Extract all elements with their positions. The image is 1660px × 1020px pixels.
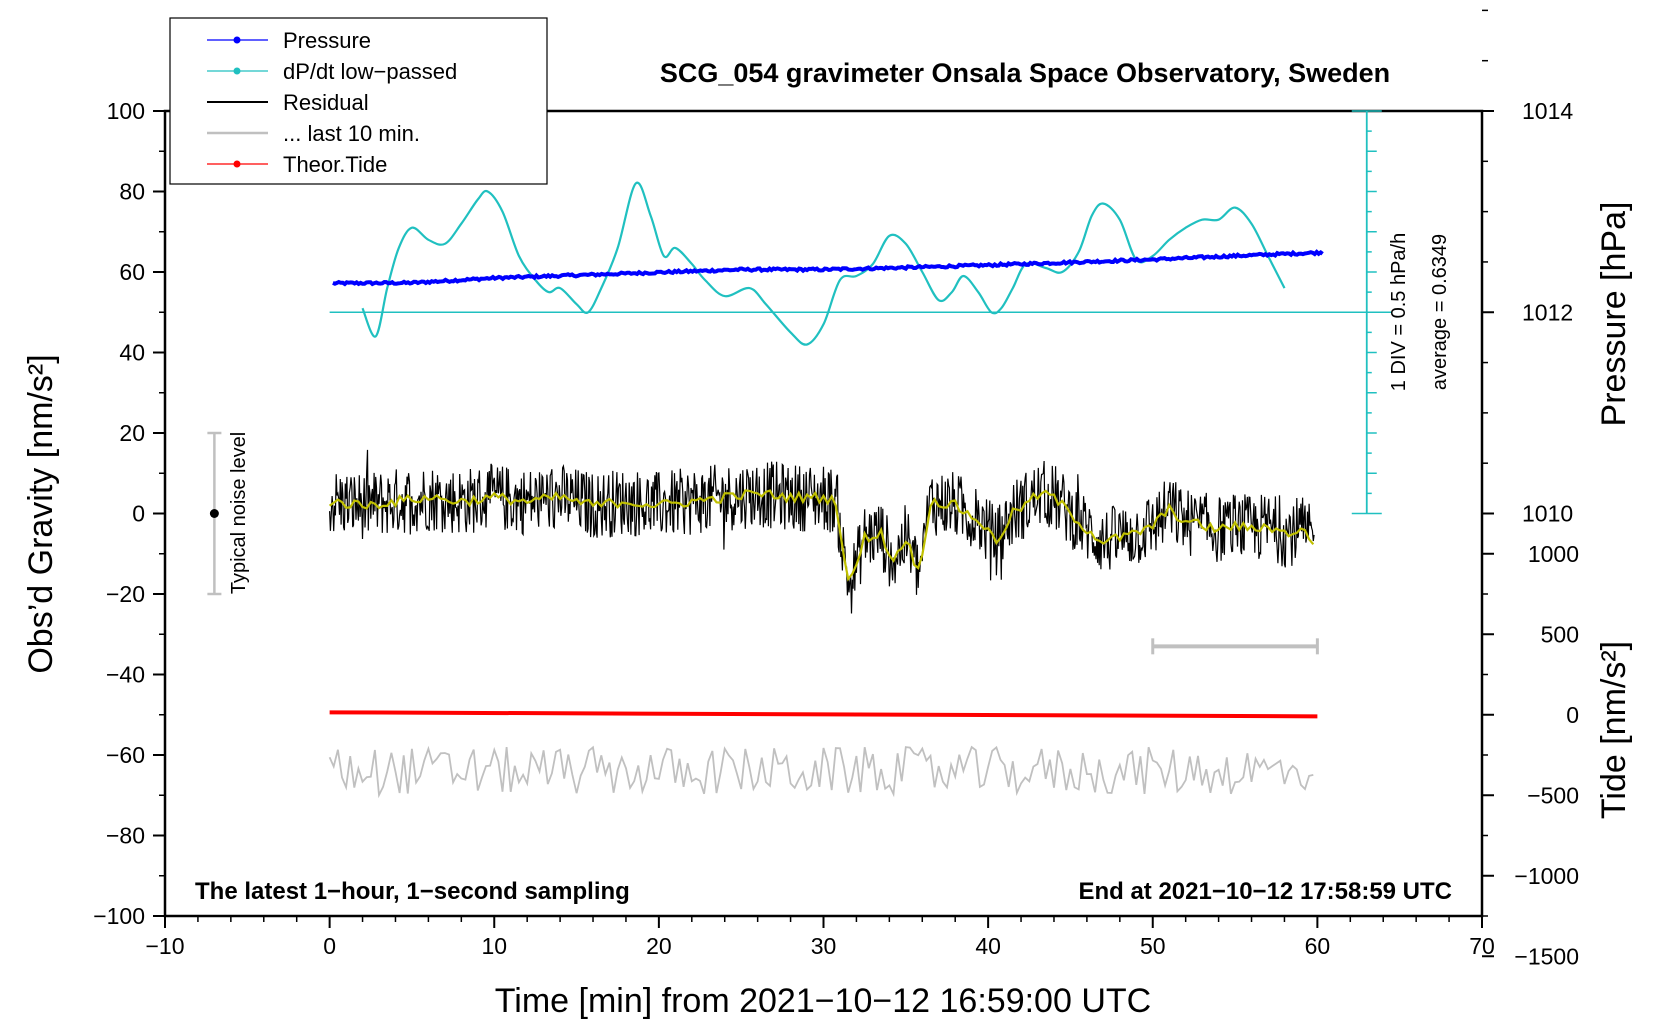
x-tick-label: 10 bbox=[481, 933, 507, 959]
div-label: 1 DIV = 0.5 hPa/h bbox=[1388, 233, 1410, 391]
y-tick-label: 60 bbox=[119, 259, 145, 285]
chart-title: SCG_054 gravimeter Onsala Space Observat… bbox=[660, 58, 1390, 88]
legend-item-pressure: Pressure bbox=[207, 28, 371, 53]
pressure-tick-label: 1014 bbox=[1522, 98, 1573, 124]
series-residual bbox=[329, 449, 1315, 614]
legend-label-tide: Theor.Tide bbox=[283, 152, 387, 177]
legend-dpdt-marker bbox=[233, 67, 241, 75]
data-series bbox=[328, 181, 1392, 799]
y-tick-label: 0 bbox=[132, 501, 145, 527]
legend-item-tide: Theor.Tide bbox=[207, 152, 387, 177]
x-tick-label: 20 bbox=[646, 933, 672, 959]
noise-level-bar bbox=[207, 431, 222, 596]
x-tick-label: 0 bbox=[323, 933, 336, 959]
average-label: average = 0.6349 bbox=[1429, 234, 1451, 390]
y-axis-label-pressure: Pressure [hPa] bbox=[1595, 202, 1633, 427]
legend-item-residual: Residual bbox=[207, 90, 369, 115]
tide-tick-label: −500 bbox=[1527, 782, 1579, 808]
last10-range-bar bbox=[1151, 638, 1319, 655]
legend-label-last10: ... last 10 min. bbox=[283, 121, 420, 146]
series-pressure bbox=[332, 249, 1324, 287]
legend-item-last10: ... last 10 min. bbox=[207, 121, 420, 146]
legend-item-dpdt: dP/dt low−passed bbox=[207, 59, 457, 84]
dpdt-scale-bar bbox=[1351, 110, 1382, 515]
y-tick-label: −20 bbox=[106, 581, 145, 607]
x-tick-label: 60 bbox=[1305, 933, 1331, 959]
x-tick-label: 70 bbox=[1469, 933, 1495, 959]
legend-label-pressure: Pressure bbox=[283, 28, 371, 53]
y-tick-label: 80 bbox=[119, 179, 145, 205]
x-tick-label: 40 bbox=[975, 933, 1001, 959]
noise-level-label: Typical noise level bbox=[228, 432, 250, 594]
pressure-tick-label: 1012 bbox=[1522, 299, 1573, 325]
tide-tick-label: −1500 bbox=[1514, 943, 1579, 969]
legend-label-residual: Residual bbox=[283, 90, 369, 115]
tide-tick-label: 0 bbox=[1566, 702, 1579, 728]
legend-tide-marker bbox=[233, 160, 241, 168]
tide-tick-label: 1000 bbox=[1528, 541, 1579, 567]
tide-tick-label: 500 bbox=[1541, 621, 1579, 647]
y-axis-label-tide: Tide [nm/s²] bbox=[1595, 641, 1633, 819]
sampling-note: The latest 1−hour, 1−second sampling bbox=[195, 878, 630, 905]
legend-label-dpdt: dP/dt low−passed bbox=[283, 59, 457, 84]
legend-pressure-marker bbox=[233, 36, 241, 44]
y-tick-label: 20 bbox=[119, 420, 145, 446]
series-dpdt bbox=[361, 181, 1286, 346]
y-tick-label: −100 bbox=[93, 903, 145, 929]
series-tide bbox=[329, 710, 1318, 719]
tick-labels: −10 0 10 20 30 40 50 60 70−100−80−60−40−20020406… bbox=[93, 98, 1579, 969]
end-time-note: End at 2021−10−12 17:58:59 UTC bbox=[1078, 878, 1452, 905]
noise-bar-center-dot bbox=[209, 509, 219, 518]
x-axis-label: Time [min] from 2021−10−12 16:59:00 UTC bbox=[495, 982, 1151, 1020]
series-last10 bbox=[328, 745, 1314, 799]
series-residual-smoothed bbox=[328, 489, 1315, 582]
legend: Pressure dP/dt low−passed Residual ... l… bbox=[169, 17, 548, 185]
y-axis-label-gravity: Obs’d Gravity [nm/s²] bbox=[22, 354, 60, 673]
y-tick-label: 40 bbox=[119, 340, 145, 366]
y-tick-label: −60 bbox=[106, 742, 145, 768]
pressure-tick-label: 1010 bbox=[1522, 501, 1573, 527]
x-tick-label: 50 bbox=[1140, 933, 1166, 959]
axis-ticks bbox=[153, 9, 1494, 958]
y-tick-label: −80 bbox=[106, 823, 145, 849]
y-tick-label: −40 bbox=[106, 662, 145, 688]
tide-tick-label: −1000 bbox=[1514, 863, 1579, 889]
x-tick-label: −10 bbox=[145, 933, 184, 959]
x-tick-label: 30 bbox=[811, 933, 837, 959]
y-tick-label: 100 bbox=[107, 98, 145, 124]
